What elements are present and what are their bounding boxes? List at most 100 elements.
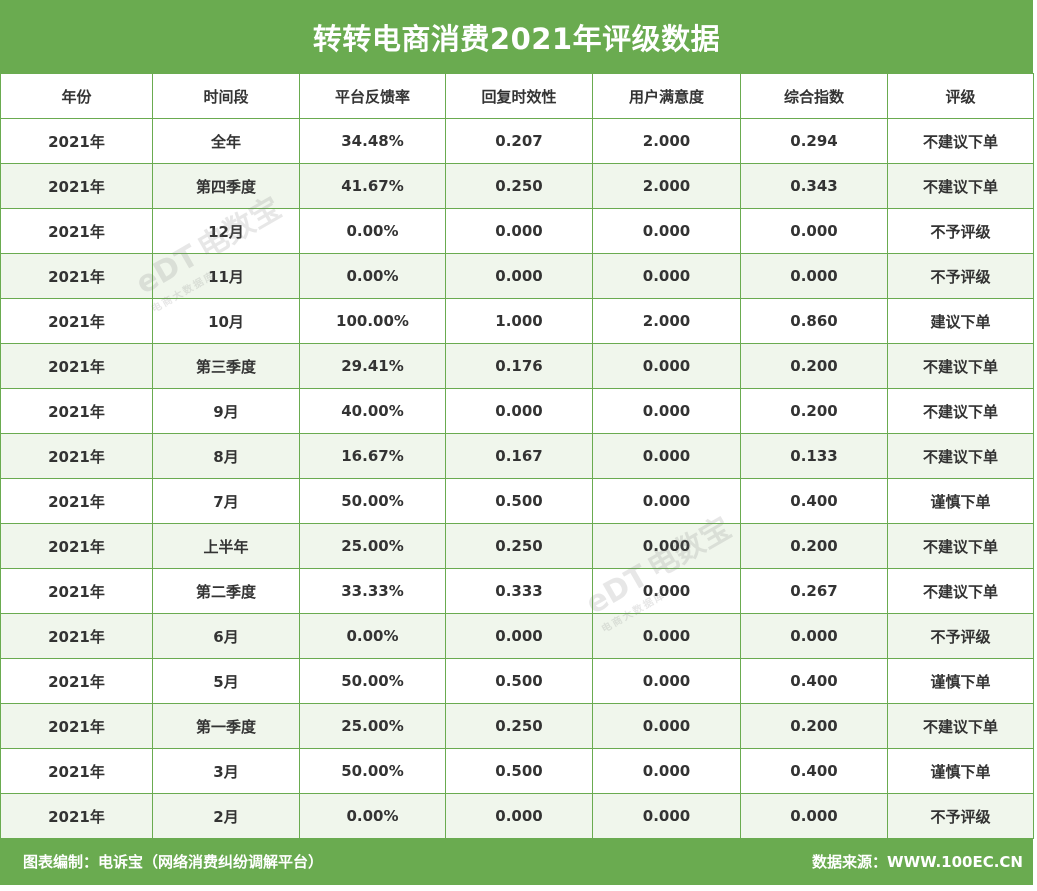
cell-satisfaction: 0.000: [592, 208, 741, 254]
cell-year: 2021年: [0, 433, 153, 479]
cell-composite-index: 0.000: [740, 253, 888, 299]
cell-rating: 不建议下单: [887, 433, 1034, 479]
cell-response-timeliness: 0.000: [445, 613, 593, 659]
table-row: 2021年 9月 40.00% 0.000 0.000 0.200 不建议下单: [0, 388, 1034, 434]
table-row: 2021年 第一季度 25.00% 0.250 0.000 0.200 不建议下单: [0, 703, 1034, 749]
cell-response-timeliness: 0.000: [445, 253, 593, 299]
cell-composite-index: 0.400: [740, 748, 888, 794]
header-rating: 评级: [887, 73, 1034, 119]
cell-rating: 不建议下单: [887, 568, 1034, 614]
cell-satisfaction: 2.000: [592, 298, 741, 344]
cell-rating: 不予评级: [887, 208, 1034, 254]
cell-rating: 不予评级: [887, 253, 1034, 299]
cell-year: 2021年: [0, 163, 153, 209]
cell-year: 2021年: [0, 253, 153, 299]
rating-table: 年份 时间段 平台反馈率 回复时效性 用户满意度 综合指数 评级 2021年 全年…: [0, 73, 1034, 839]
cell-rating: 不予评级: [887, 793, 1034, 839]
table-row: 2021年 全年 34.48% 0.207 2.000 0.294 不建议下单: [0, 118, 1034, 164]
cell-feedback-rate: 33.33%: [299, 568, 446, 614]
cell-satisfaction: 0.000: [592, 568, 741, 614]
cell-year: 2021年: [0, 793, 153, 839]
report-title: 转转电商消费2021年评级数据: [0, 0, 1033, 73]
cell-rating: 谨慎下单: [887, 658, 1034, 704]
table-row: 2021年 5月 50.00% 0.500 0.000 0.400 谨慎下单: [0, 658, 1034, 704]
table-row: 2021年 8月 16.67% 0.167 0.000 0.133 不建议下单: [0, 433, 1034, 479]
cell-response-timeliness: 0.333: [445, 568, 593, 614]
cell-response-timeliness: 0.250: [445, 163, 593, 209]
cell-period: 12月: [152, 208, 300, 254]
cell-composite-index: 0.200: [740, 523, 888, 569]
cell-period: 3月: [152, 748, 300, 794]
cell-year: 2021年: [0, 388, 153, 434]
cell-composite-index: 0.400: [740, 478, 888, 524]
cell-feedback-rate: 41.67%: [299, 163, 446, 209]
cell-rating: 不建议下单: [887, 163, 1034, 209]
cell-response-timeliness: 0.000: [445, 793, 593, 839]
cell-feedback-rate: 50.00%: [299, 748, 446, 794]
cell-period: 全年: [152, 118, 300, 164]
cell-period: 5月: [152, 658, 300, 704]
cell-year: 2021年: [0, 478, 153, 524]
cell-composite-index: 0.294: [740, 118, 888, 164]
cell-response-timeliness: 0.207: [445, 118, 593, 164]
cell-response-timeliness: 0.176: [445, 343, 593, 389]
cell-composite-index: 0.000: [740, 793, 888, 839]
header-response-timeliness: 回复时效性: [445, 73, 593, 119]
cell-satisfaction: 0.000: [592, 658, 741, 704]
cell-response-timeliness: 0.000: [445, 208, 593, 254]
header-year: 年份: [0, 73, 153, 119]
cell-satisfaction: 0.000: [592, 703, 741, 749]
table-header-row: 年份 时间段 平台反馈率 回复时效性 用户满意度 综合指数 评级: [0, 73, 1034, 119]
cell-feedback-rate: 40.00%: [299, 388, 446, 434]
cell-period: 9月: [152, 388, 300, 434]
cell-composite-index: 0.000: [740, 208, 888, 254]
table-row: 2021年 第三季度 29.41% 0.176 0.000 0.200 不建议下单: [0, 343, 1034, 389]
cell-response-timeliness: 0.000: [445, 388, 593, 434]
cell-satisfaction: 0.000: [592, 793, 741, 839]
table-row: 2021年 第二季度 33.33% 0.333 0.000 0.267 不建议下单: [0, 568, 1034, 614]
cell-composite-index: 0.400: [740, 658, 888, 704]
cell-year: 2021年: [0, 343, 153, 389]
cell-rating: 建议下单: [887, 298, 1034, 344]
table-body: 2021年 全年 34.48% 0.207 2.000 0.294 不建议下单 2021年 第四…: [0, 118, 1034, 839]
cell-period: 第三季度: [152, 343, 300, 389]
cell-response-timeliness: 0.500: [445, 748, 593, 794]
cell-satisfaction: 0.000: [592, 433, 741, 479]
cell-feedback-rate: 50.00%: [299, 478, 446, 524]
cell-rating: 谨慎下单: [887, 748, 1034, 794]
cell-feedback-rate: 0.00%: [299, 253, 446, 299]
cell-year: 2021年: [0, 118, 153, 164]
table-row: 2021年 12月 0.00% 0.000 0.000 0.000 不予评级: [0, 208, 1034, 254]
cell-period: 2月: [152, 793, 300, 839]
cell-period: 11月: [152, 253, 300, 299]
cell-feedback-rate: 0.00%: [299, 208, 446, 254]
cell-satisfaction: 2.000: [592, 163, 741, 209]
cell-feedback-rate: 0.00%: [299, 613, 446, 659]
cell-response-timeliness: 0.500: [445, 478, 593, 524]
cell-composite-index: 0.267: [740, 568, 888, 614]
cell-response-timeliness: 0.250: [445, 523, 593, 569]
cell-rating: 不建议下单: [887, 343, 1034, 389]
table-row: 2021年 第四季度 41.67% 0.250 2.000 0.343 不建议下单: [0, 163, 1034, 209]
cell-response-timeliness: 0.500: [445, 658, 593, 704]
cell-year: 2021年: [0, 748, 153, 794]
cell-satisfaction: 0.000: [592, 388, 741, 434]
cell-feedback-rate: 25.00%: [299, 523, 446, 569]
cell-year: 2021年: [0, 523, 153, 569]
cell-feedback-rate: 50.00%: [299, 658, 446, 704]
cell-response-timeliness: 0.167: [445, 433, 593, 479]
cell-rating: 不予评级: [887, 613, 1034, 659]
cell-composite-index: 0.343: [740, 163, 888, 209]
cell-period: 第二季度: [152, 568, 300, 614]
cell-year: 2021年: [0, 568, 153, 614]
table-row: 2021年 6月 0.00% 0.000 0.000 0.000 不予评级: [0, 613, 1034, 659]
cell-satisfaction: 0.000: [592, 523, 741, 569]
cell-period: 10月: [152, 298, 300, 344]
cell-satisfaction: 0.000: [592, 478, 741, 524]
cell-composite-index: 0.200: [740, 388, 888, 434]
cell-satisfaction: 0.000: [592, 253, 741, 299]
cell-rating: 谨慎下单: [887, 478, 1034, 524]
cell-period: 7月: [152, 478, 300, 524]
cell-feedback-rate: 16.67%: [299, 433, 446, 479]
